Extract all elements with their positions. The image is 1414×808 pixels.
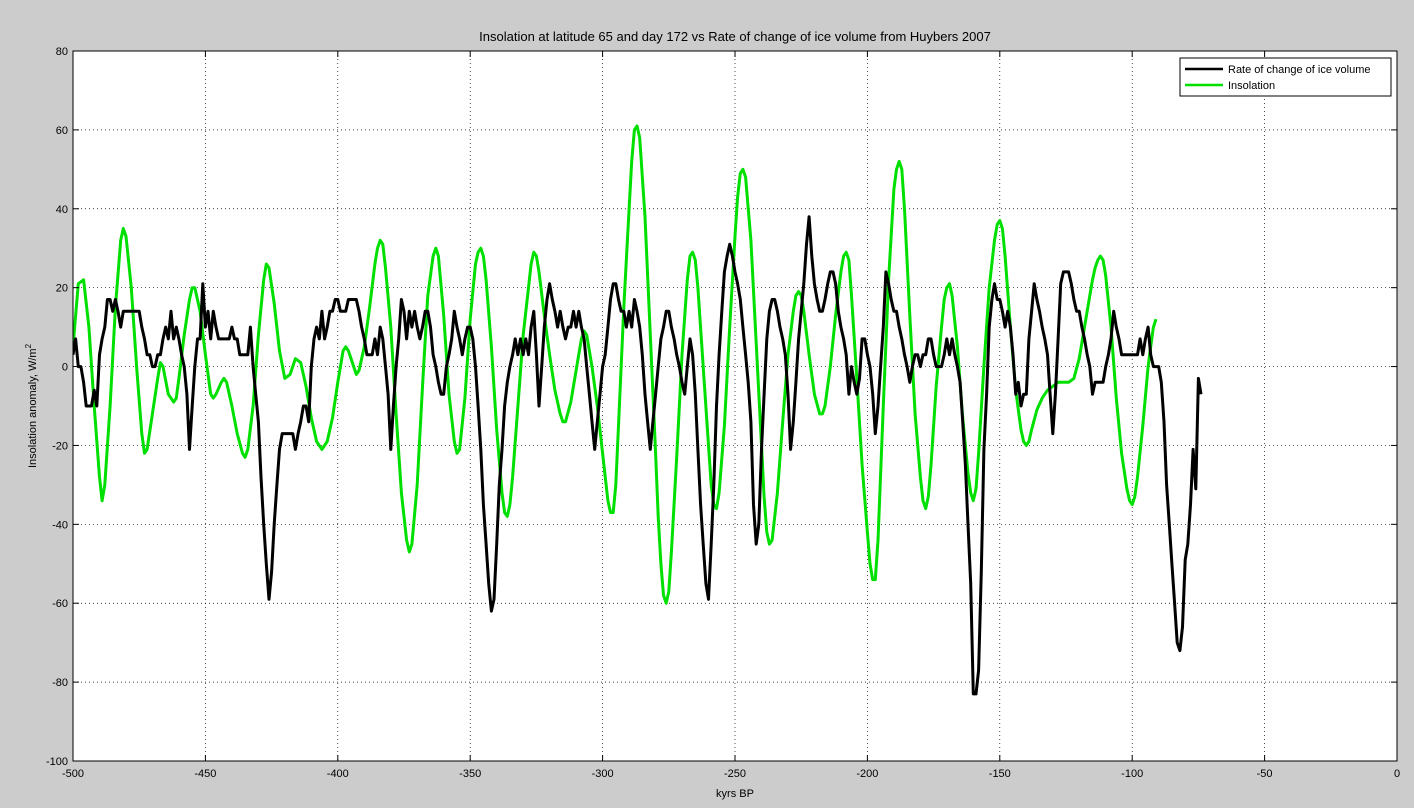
y-tick-label: 0 [62, 362, 68, 374]
x-tick-label: -50 [1257, 768, 1273, 780]
insolation-line [73, 124, 1158, 605]
chart-title: Insolation at latitude 65 and day 172 vs… [479, 29, 991, 44]
y-axis-label: Insolation anomaly, W/m2 [24, 343, 39, 468]
legend: Rate of change of ice volume Insolation [1179, 57, 1392, 97]
legend-label-insolation: Insolation [1228, 80, 1275, 92]
x-tick-label: -400 [327, 768, 349, 780]
x-tick-label: -150 [989, 768, 1011, 780]
x-tick-label: -350 [459, 768, 481, 780]
x-tick-label: -100 [1121, 768, 1143, 780]
x-tick-label: 0 [1394, 768, 1400, 780]
ice-volume-line [73, 215, 1203, 696]
y-tick-label: 60 [56, 125, 68, 137]
y-tick-label: -40 [52, 519, 68, 531]
series-layer [73, 124, 1203, 696]
x-tick-label: -200 [856, 768, 878, 780]
x-axis-label: kyrs BP [716, 788, 754, 800]
y-tick-label: -20 [52, 440, 68, 452]
y-tick-label: -80 [52, 677, 68, 689]
x-tick-label: -450 [194, 768, 216, 780]
y-tick-label: 40 [56, 204, 68, 216]
y-tick-label: -60 [52, 598, 68, 610]
y-axis-label-superscript: 2 [24, 343, 33, 348]
x-tick-label: -300 [592, 768, 614, 780]
x-tick-label: -250 [724, 768, 746, 780]
legend-box [1179, 57, 1392, 97]
y-axis-label-main: Insolation anomaly, W/m [27, 348, 39, 468]
y-tick-label: 80 [56, 46, 68, 58]
y-tick-label: 20 [56, 283, 68, 295]
y-tick-label: -100 [46, 756, 68, 768]
x-tick-label: -500 [62, 768, 84, 780]
legend-label-ice-volume: Rate of change of ice volume [1228, 64, 1370, 76]
tick-layer: -500 -450 -400 -350 -300 -250 -200 -150 -100 -50 0… [46, 46, 1400, 780]
